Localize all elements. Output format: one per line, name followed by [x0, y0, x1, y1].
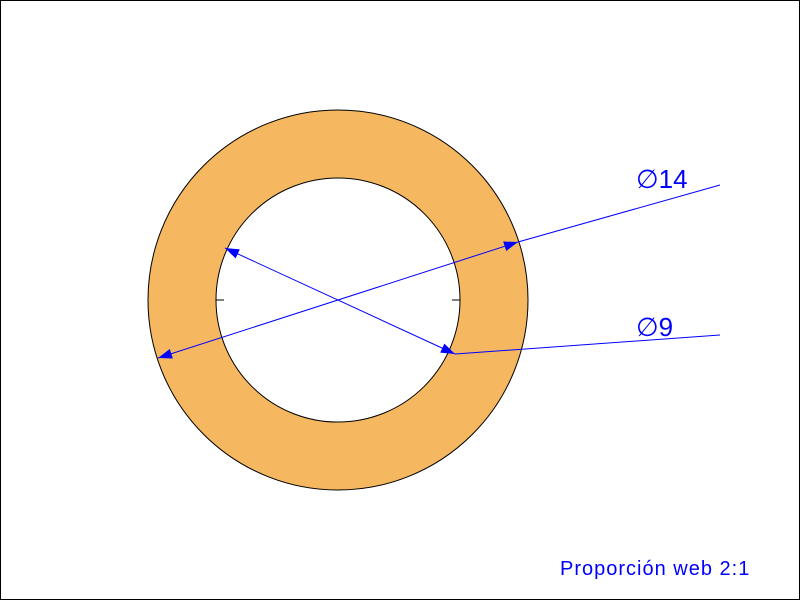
inner-diameter-label: ∅9 — [636, 312, 673, 343]
scale-footer: Proporción web 2:1 — [560, 558, 750, 581]
diagram-svg — [0, 0, 800, 600]
outer-diameter-label: ∅14 — [636, 164, 688, 195]
